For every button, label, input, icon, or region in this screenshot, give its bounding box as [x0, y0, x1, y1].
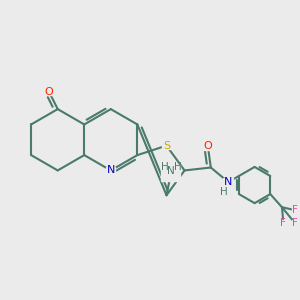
FancyBboxPatch shape — [161, 165, 180, 182]
Text: S: S — [163, 141, 170, 151]
Text: F: F — [292, 205, 298, 215]
Text: N: N — [224, 177, 232, 187]
Text: H: H — [174, 162, 182, 172]
Text: F: F — [280, 218, 286, 228]
FancyBboxPatch shape — [106, 167, 116, 174]
Text: O: O — [203, 142, 212, 152]
FancyBboxPatch shape — [162, 142, 171, 149]
Text: F: F — [292, 218, 298, 228]
FancyBboxPatch shape — [292, 207, 298, 213]
FancyBboxPatch shape — [221, 189, 227, 196]
FancyBboxPatch shape — [203, 143, 212, 150]
FancyBboxPatch shape — [292, 220, 298, 226]
Text: H: H — [160, 162, 168, 172]
FancyBboxPatch shape — [280, 220, 286, 226]
Text: N: N — [106, 165, 115, 176]
FancyBboxPatch shape — [223, 178, 233, 186]
FancyBboxPatch shape — [44, 88, 54, 95]
Text: N: N — [167, 166, 175, 176]
Text: H: H — [220, 187, 228, 197]
Text: O: O — [45, 87, 53, 97]
